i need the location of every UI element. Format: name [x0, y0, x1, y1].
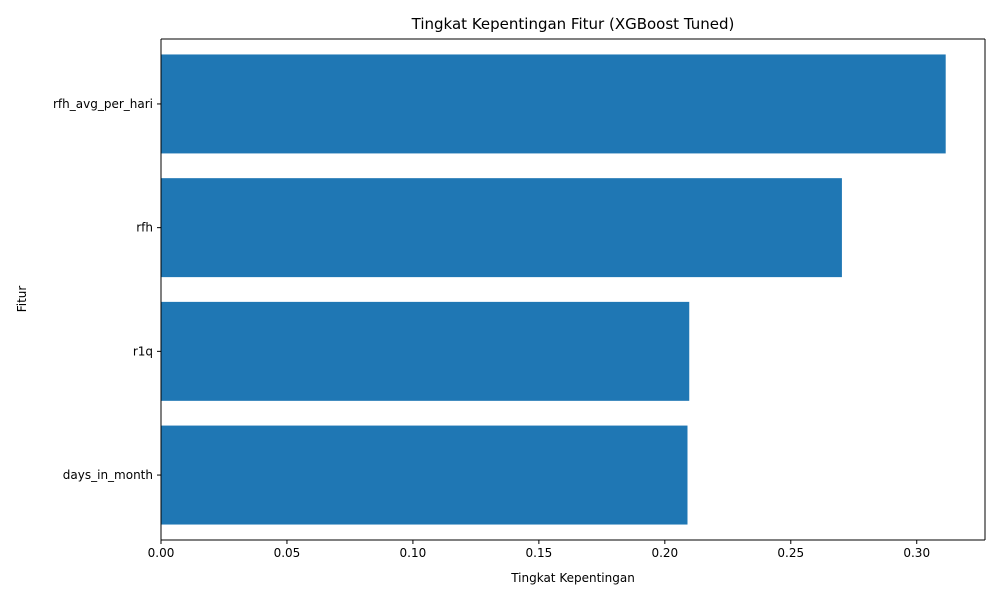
bar-rfh — [161, 178, 842, 278]
y-tick-label: days_in_month — [63, 468, 153, 482]
bars-group — [161, 54, 946, 525]
y-axis-label: Fitur — [15, 286, 29, 313]
bar-r1q — [161, 301, 690, 401]
x-tick-label: 0.25 — [777, 546, 804, 560]
x-tick-label: 0.20 — [651, 546, 678, 560]
x-tick-label: 0.05 — [274, 546, 301, 560]
y-tick-label: r1q — [133, 344, 153, 358]
x-tick-label: 0.30 — [903, 546, 930, 560]
axes-frame — [160, 38, 986, 541]
y-tick-label: rfh_avg_per_hari — [53, 97, 153, 111]
x-tick-label: 0.15 — [526, 546, 553, 560]
x-axis-label: Tingkat Kepentingan — [510, 571, 635, 585]
y-tick-label: rfh — [136, 221, 153, 235]
x-tick-label: 0.00 — [148, 546, 175, 560]
chart-title: Tingkat Kepentingan Fitur (XGBoost Tuned… — [411, 15, 735, 33]
x-axis-ticks: 0.00 0.05 0.10 0.15 0.20 0.25 0.30 — [148, 540, 930, 560]
x-tick-label: 0.10 — [400, 546, 427, 560]
bar-rfh_avg_per_hari — [161, 54, 946, 154]
bar-days_in_month — [161, 425, 688, 525]
